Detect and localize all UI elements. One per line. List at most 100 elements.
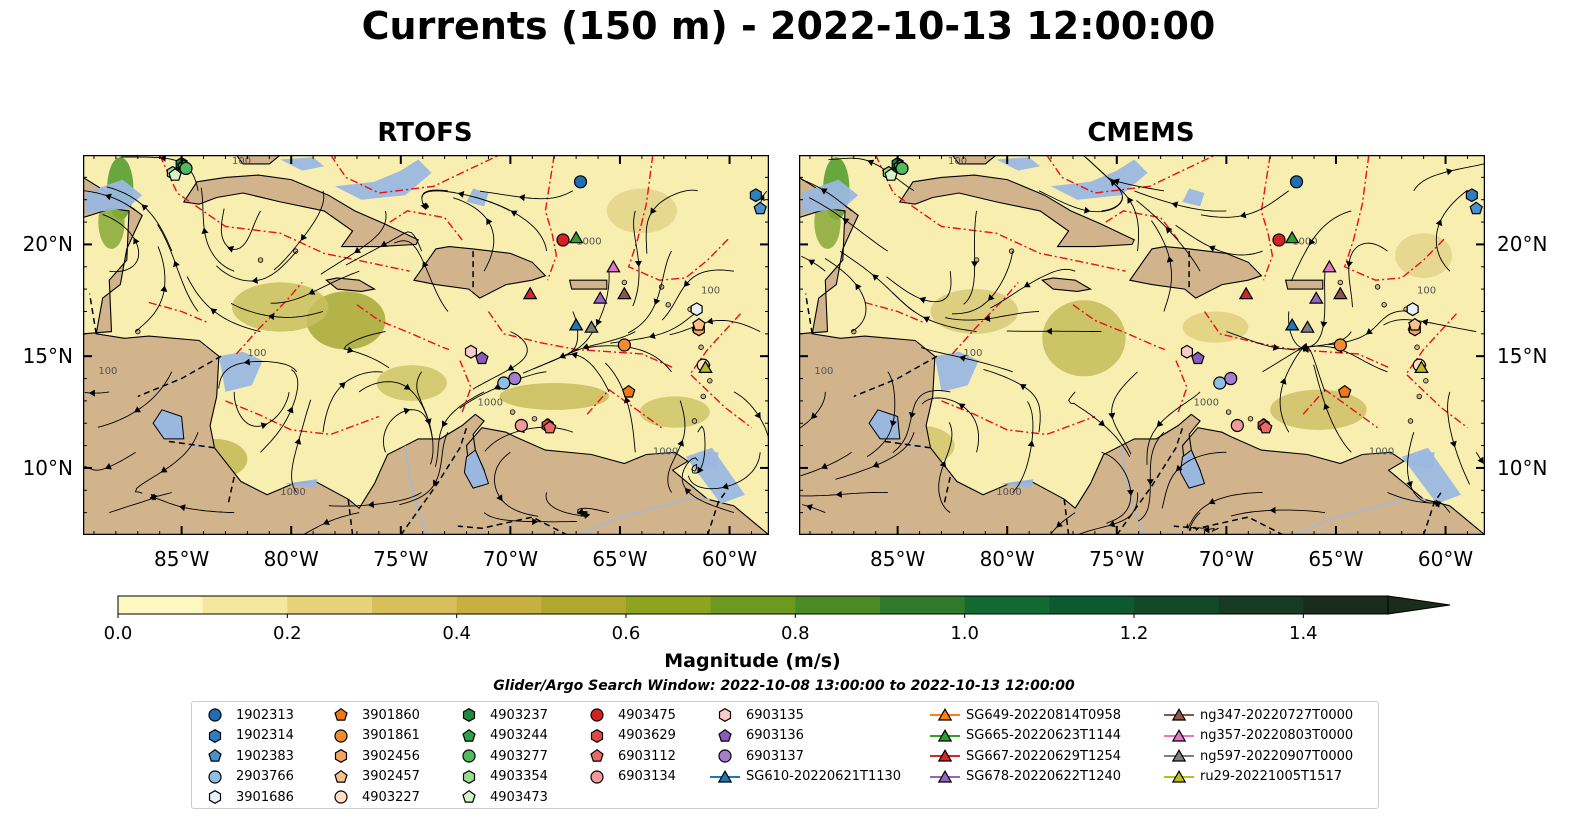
obs-marker-4903475	[556, 233, 570, 247]
streamline-arrow	[518, 194, 525, 202]
streamline-arrow	[650, 207, 657, 215]
legend-marker-3901860	[334, 707, 348, 721]
streamline	[921, 397, 980, 453]
obs-marker-6903136	[475, 351, 489, 365]
obs-marker-3901861	[1333, 338, 1347, 352]
colorbar-bin	[1134, 596, 1220, 614]
islet	[1407, 418, 1414, 424]
y-tick-label: 15°N	[22, 344, 73, 369]
colorbar-bin	[880, 596, 966, 614]
streamline	[1290, 210, 1352, 282]
streamline	[473, 196, 547, 252]
contour-label: 1000	[478, 397, 503, 408]
obs-marker-4903473	[168, 168, 182, 181]
legend-marker	[208, 728, 222, 743]
legend-item: 3901686	[200, 787, 294, 807]
obs-marker-6903112	[1259, 420, 1273, 434]
magnitude-patch	[376, 365, 447, 401]
legend-marker	[930, 728, 960, 742]
legend-marker	[930, 769, 960, 783]
streamline-arrow	[201, 227, 209, 234]
obs-marker-SG667-20220629T1254	[522, 286, 538, 300]
streamline-arrow	[1045, 327, 1052, 335]
streamline	[479, 190, 574, 200]
legend-item: 2903766	[200, 767, 294, 787]
streamline	[345, 231, 423, 266]
streamline-arrow	[1156, 420, 1164, 428]
streamline	[1161, 451, 1227, 509]
streamline-arrow	[1406, 480, 1413, 488]
streamline	[835, 432, 915, 480]
streamline-arrow	[105, 463, 112, 470]
contour-label: 100	[232, 156, 251, 167]
x-tick-label: 60°W	[701, 547, 758, 571]
obs-marker-SG678-20220622T1240	[1308, 291, 1324, 304]
streamline	[472, 331, 528, 390]
legend-item: 4903227	[326, 787, 420, 807]
country-border	[347, 499, 354, 535]
legend-marker-SG667-20220629T1254	[937, 748, 953, 762]
islet	[1381, 302, 1387, 308]
contour-label: 100	[247, 348, 266, 359]
colorbar-bin	[1218, 596, 1304, 614]
streamline	[1101, 451, 1132, 524]
streamline-arrow	[959, 354, 966, 362]
streamline-arrow	[1112, 178, 1120, 186]
streamline-arrow	[677, 439, 684, 447]
streamline-arrow	[347, 346, 354, 354]
islet	[707, 378, 713, 384]
legend-marker-6903137	[718, 749, 732, 763]
streamline-arrow	[1208, 498, 1216, 505]
streamline-arrow	[1449, 440, 1457, 448]
islet	[665, 302, 671, 308]
colorbar-bin	[202, 596, 288, 614]
contour-label: 100	[948, 156, 967, 167]
legend-marker	[718, 708, 732, 722]
legend-item: 6903112	[582, 746, 676, 766]
shallow-shelf	[284, 479, 318, 489]
streamline	[1111, 371, 1138, 455]
streamline	[1050, 512, 1076, 534]
colorbar-tick-label: 1.0	[950, 623, 979, 644]
legend-marker-6903112	[590, 748, 604, 762]
legend-label: 3901860	[362, 707, 420, 723]
land	[182, 174, 420, 248]
streamline	[604, 362, 636, 453]
streamline	[952, 251, 1014, 315]
colorbar-tick-label: 0.4	[442, 623, 471, 644]
x-tick-label: 60°W	[1417, 547, 1474, 571]
obs-marker-6903134	[514, 418, 528, 433]
streamline	[1068, 391, 1131, 458]
legend-label: ru29-20221005T1517	[1200, 769, 1343, 784]
legend-marker	[208, 790, 222, 804]
legend-marker-6903136	[718, 728, 732, 742]
colorbar-bin	[1049, 596, 1135, 614]
legend-label: 1902383	[236, 748, 294, 764]
legend-marker-3902456	[334, 749, 348, 763]
obs-marker-6903134	[1230, 418, 1244, 433]
streamline-arrow	[403, 407, 411, 415]
streamline	[1200, 190, 1290, 218]
magnitude-patch	[930, 289, 1019, 334]
streamline-arrow	[403, 383, 411, 390]
obs-marker-6903135	[1180, 344, 1193, 359]
obs-marker-2903766	[497, 376, 511, 390]
streamline	[135, 246, 166, 332]
legend-marker-SG665-20220623T1144	[937, 728, 953, 742]
streamline	[84, 391, 110, 394]
shallow-shelf	[85, 179, 143, 214]
streamline	[799, 391, 826, 429]
obs-marker-ru29-20221005T1517	[1414, 360, 1429, 373]
obs-marker-1902313	[1289, 175, 1304, 189]
legend-marker-4903244	[462, 728, 476, 742]
eez-boundary	[225, 400, 380, 436]
streamline-arrow	[697, 466, 704, 474]
streamline-arrow	[811, 412, 818, 420]
streamline	[808, 197, 889, 252]
obs-marker-3901860	[621, 384, 636, 398]
streamline	[1098, 169, 1139, 252]
streamline	[938, 422, 953, 513]
streamline-arrow	[160, 466, 168, 473]
streamline-arrow	[1345, 261, 1353, 268]
streamline	[886, 271, 952, 303]
